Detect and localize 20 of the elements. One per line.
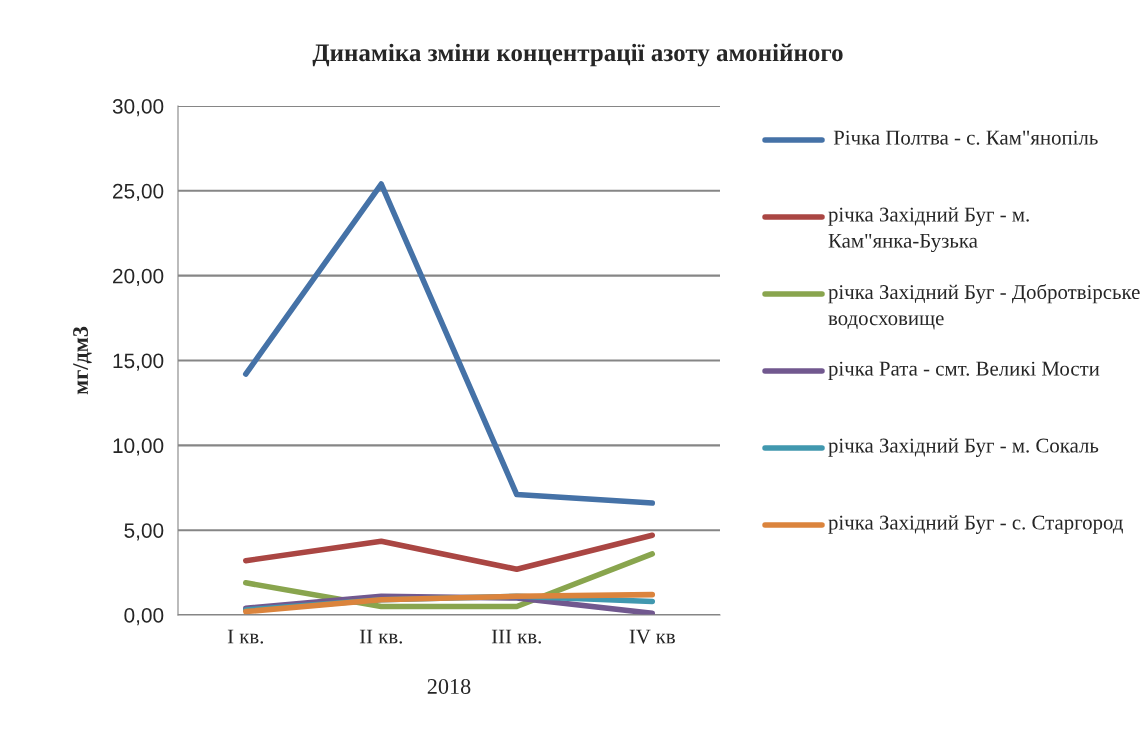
chart-title: Динаміка зміни концентрації азоту амонійного — [312, 43, 843, 67]
legend-label: річка Західний Буг - м. Кам"янка-Бузька — [828, 207, 1029, 253]
y-axis-title: мг/дм3 — [73, 326, 92, 395]
y-tick-label: 0,00 — [124, 608, 164, 626]
y-tick-label: 30,00 — [112, 99, 164, 117]
legend-label: річка Західний Буг - Добротвірське водосховище — [828, 284, 1140, 330]
y-tick-label: 5,00 — [124, 523, 164, 541]
x-axis-title: 2018 — [427, 678, 471, 694]
y-tick-label: 20,00 — [113, 268, 164, 286]
x-tick-label: III кв. — [491, 629, 541, 644]
x-tick-label: IV кв — [629, 629, 675, 644]
y-tick-label: 15,00 — [113, 353, 164, 371]
legend-label: річка Рата - смт. Великі Мости — [828, 361, 1100, 380]
legend-label: річка Західний Буг - м. Сокаль — [828, 438, 1099, 457]
y-tick-label: 10,00 — [113, 438, 164, 456]
legend-label: Річка Полтва - с. Кам"янопіль — [833, 130, 1098, 145]
x-tick-label: II кв. — [359, 629, 402, 644]
y-tick-label: 25,00 — [113, 183, 164, 202]
x-tick-label: I кв. — [227, 629, 264, 644]
legend-label: річка Західний Буг - с. Старгород — [828, 515, 1123, 534]
